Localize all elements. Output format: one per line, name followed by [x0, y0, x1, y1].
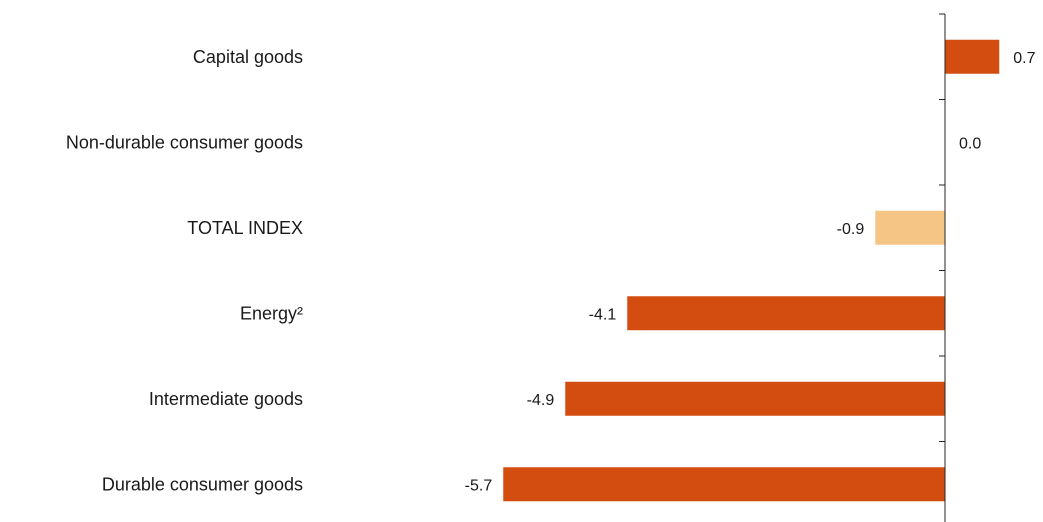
bars-layer	[503, 39, 1000, 502]
data-label: 0.0	[959, 135, 981, 152]
data-label: -5.7	[465, 477, 493, 494]
bar-durable-consumer-goods	[503, 467, 945, 502]
value-labels: 0.7 0.0 -0.9 -4.1 -4.9 -5.7	[465, 50, 1036, 495]
data-label: -0.9	[837, 221, 865, 238]
category-labels: Capital goods Non-durable consumer goods T…	[66, 47, 303, 495]
data-label: -4.9	[527, 392, 555, 409]
bar-total-index	[875, 210, 945, 245]
category-label: Non-durable consumer goods	[66, 132, 303, 152]
category-label: TOTAL INDEX	[187, 218, 303, 238]
bar-capital-goods	[945, 39, 1000, 74]
category-axis	[939, 13, 946, 522]
category-label: Intermediate goods	[149, 389, 303, 409]
category-label: Durable consumer goods	[102, 474, 303, 494]
category-label: Energy²	[240, 303, 303, 323]
category-label: Capital goods	[193, 47, 303, 67]
data-label: -4.1	[589, 306, 617, 323]
data-label: 0.7	[1013, 50, 1035, 67]
bar-intermediate-goods	[565, 381, 945, 416]
bar-energy	[627, 296, 945, 331]
